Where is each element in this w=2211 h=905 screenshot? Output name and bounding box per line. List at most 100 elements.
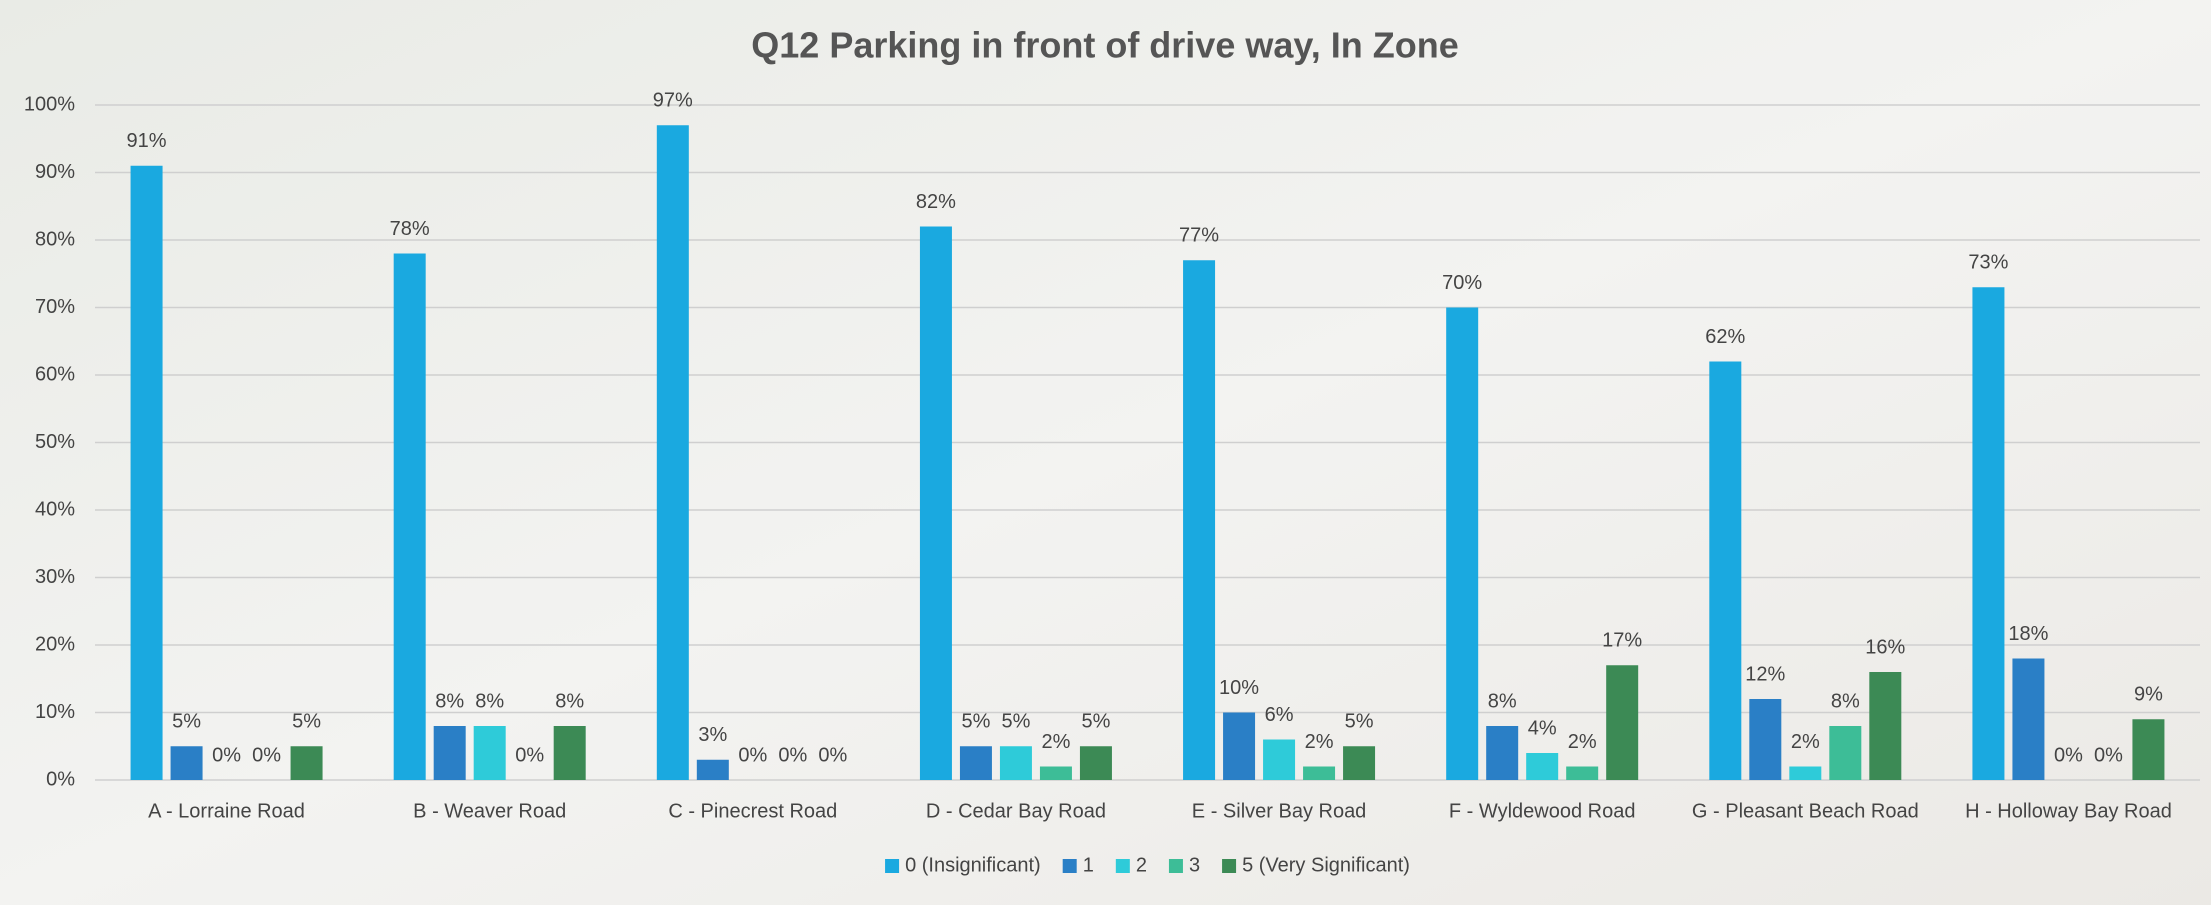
data-label: 8% [1488, 690, 1517, 712]
bar [433, 726, 466, 780]
bar [1446, 307, 1479, 780]
y-tick-label: 30% [35, 566, 75, 588]
data-label: 73% [1968, 252, 2008, 274]
data-label: 97% [653, 90, 693, 112]
data-label: 82% [916, 191, 956, 213]
bar [473, 726, 506, 780]
bar [1486, 726, 1519, 780]
bar [393, 253, 426, 780]
bar [656, 125, 689, 780]
bar [130, 165, 163, 780]
bar [1566, 766, 1599, 780]
chart-title: Q12 Parking in front of drive way, In Zo… [751, 25, 1458, 66]
bar [1869, 672, 1902, 780]
y-tick-label: 50% [35, 431, 75, 453]
data-label: 8% [1831, 690, 1860, 712]
bar [1526, 753, 1559, 780]
x-tick-label: A - Lorraine Road [148, 800, 305, 822]
data-label: 6% [1265, 704, 1294, 726]
bar [2132, 719, 2165, 780]
data-label: 5% [292, 711, 321, 733]
bar [1223, 712, 1256, 780]
data-label: 5% [961, 711, 990, 733]
x-tick-label: H - Holloway Bay Road [1965, 800, 2172, 822]
legend-swatch [1115, 859, 1130, 873]
data-label: 0% [738, 744, 767, 766]
bar [919, 226, 952, 780]
bar [1972, 287, 2005, 780]
data-label: 0% [515, 744, 544, 766]
x-tick-label: G - Pleasant Beach Road [1692, 800, 1919, 822]
data-label: 5% [1345, 711, 1374, 733]
bar [1039, 766, 1072, 780]
data-label: 8% [435, 690, 464, 712]
data-label: 5% [172, 711, 201, 733]
data-label: 5% [1081, 711, 1110, 733]
y-tick-label: 0% [46, 768, 75, 790]
bar [170, 746, 203, 780]
data-label: 0% [2094, 744, 2123, 766]
y-tick-label: 80% [35, 228, 75, 250]
bar [1709, 361, 1742, 780]
legend-swatch [885, 859, 900, 873]
bar [1343, 746, 1376, 780]
data-label: 3% [698, 724, 727, 746]
bar [696, 759, 729, 780]
data-label: 18% [2008, 623, 2048, 645]
bar [1079, 746, 1112, 780]
data-label: 0% [252, 744, 281, 766]
data-label: 16% [1865, 636, 1905, 658]
bar [1263, 739, 1296, 780]
bar [1303, 766, 1336, 780]
data-label: 9% [2134, 684, 2163, 706]
legend-label: 3 [1189, 854, 1200, 876]
data-label: 0% [778, 744, 807, 766]
x-tick-label: E - Silver Bay Road [1192, 800, 1367, 822]
bar [1183, 260, 1216, 780]
data-label: 5% [1001, 711, 1030, 733]
data-label: 2% [1791, 731, 1820, 753]
x-tick-label: B - Weaver Road [413, 800, 566, 822]
data-label: 17% [1602, 630, 1642, 652]
x-tick-label: D - Cedar Bay Road [926, 800, 1106, 822]
data-label: 10% [1219, 677, 1259, 699]
legend-label: 0 (Insignificant) [905, 854, 1041, 876]
bar [553, 726, 586, 780]
data-label: 0% [212, 744, 241, 766]
y-tick-label: 60% [35, 363, 75, 385]
data-label: 0% [818, 744, 847, 766]
y-tick-label: 100% [24, 93, 75, 115]
data-label: 8% [555, 690, 584, 712]
data-label: 12% [1745, 663, 1785, 685]
bar [2012, 658, 2045, 780]
data-label: 2% [1041, 731, 1070, 753]
x-tick-label: F - Wyldewood Road [1449, 800, 1636, 822]
bar [999, 746, 1032, 780]
y-tick-label: 70% [35, 296, 75, 318]
bar [290, 746, 323, 780]
data-label: 78% [390, 218, 430, 240]
y-tick-label: 10% [35, 701, 75, 723]
data-label: 2% [1568, 731, 1597, 753]
data-label: 8% [475, 690, 504, 712]
legend-swatch [1222, 859, 1237, 873]
x-tick-label: C - Pinecrest Road [668, 800, 837, 822]
bar [1829, 726, 1862, 780]
y-tick-label: 40% [35, 498, 75, 520]
y-tick-label: 20% [35, 633, 75, 655]
data-label: 0% [2054, 744, 2083, 766]
legend-label: 2 [1136, 854, 1147, 876]
bar [959, 746, 992, 780]
legend-label: 1 [1083, 854, 1094, 876]
legend-swatch [1168, 859, 1183, 873]
data-label: 77% [1179, 225, 1219, 247]
data-label: 91% [127, 130, 167, 152]
y-tick-label: 90% [35, 161, 75, 183]
data-label: 70% [1442, 272, 1482, 294]
data-label: 4% [1528, 717, 1557, 739]
legend-swatch [1062, 859, 1077, 873]
data-label: 62% [1705, 326, 1745, 348]
legend-label: 5 (Very Significant) [1242, 854, 1410, 876]
bar [1749, 699, 1782, 780]
